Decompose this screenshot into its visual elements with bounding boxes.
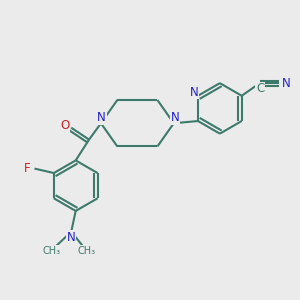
Text: N: N: [97, 111, 106, 124]
Text: N: N: [190, 86, 199, 99]
Text: N: N: [171, 111, 180, 124]
Text: C: C: [256, 82, 264, 95]
Text: CH₃: CH₃: [78, 246, 96, 256]
Text: F: F: [24, 162, 30, 175]
Text: N: N: [67, 231, 76, 244]
Text: O: O: [60, 119, 69, 132]
Text: N: N: [282, 77, 291, 90]
Text: CH₃: CH₃: [43, 246, 61, 256]
